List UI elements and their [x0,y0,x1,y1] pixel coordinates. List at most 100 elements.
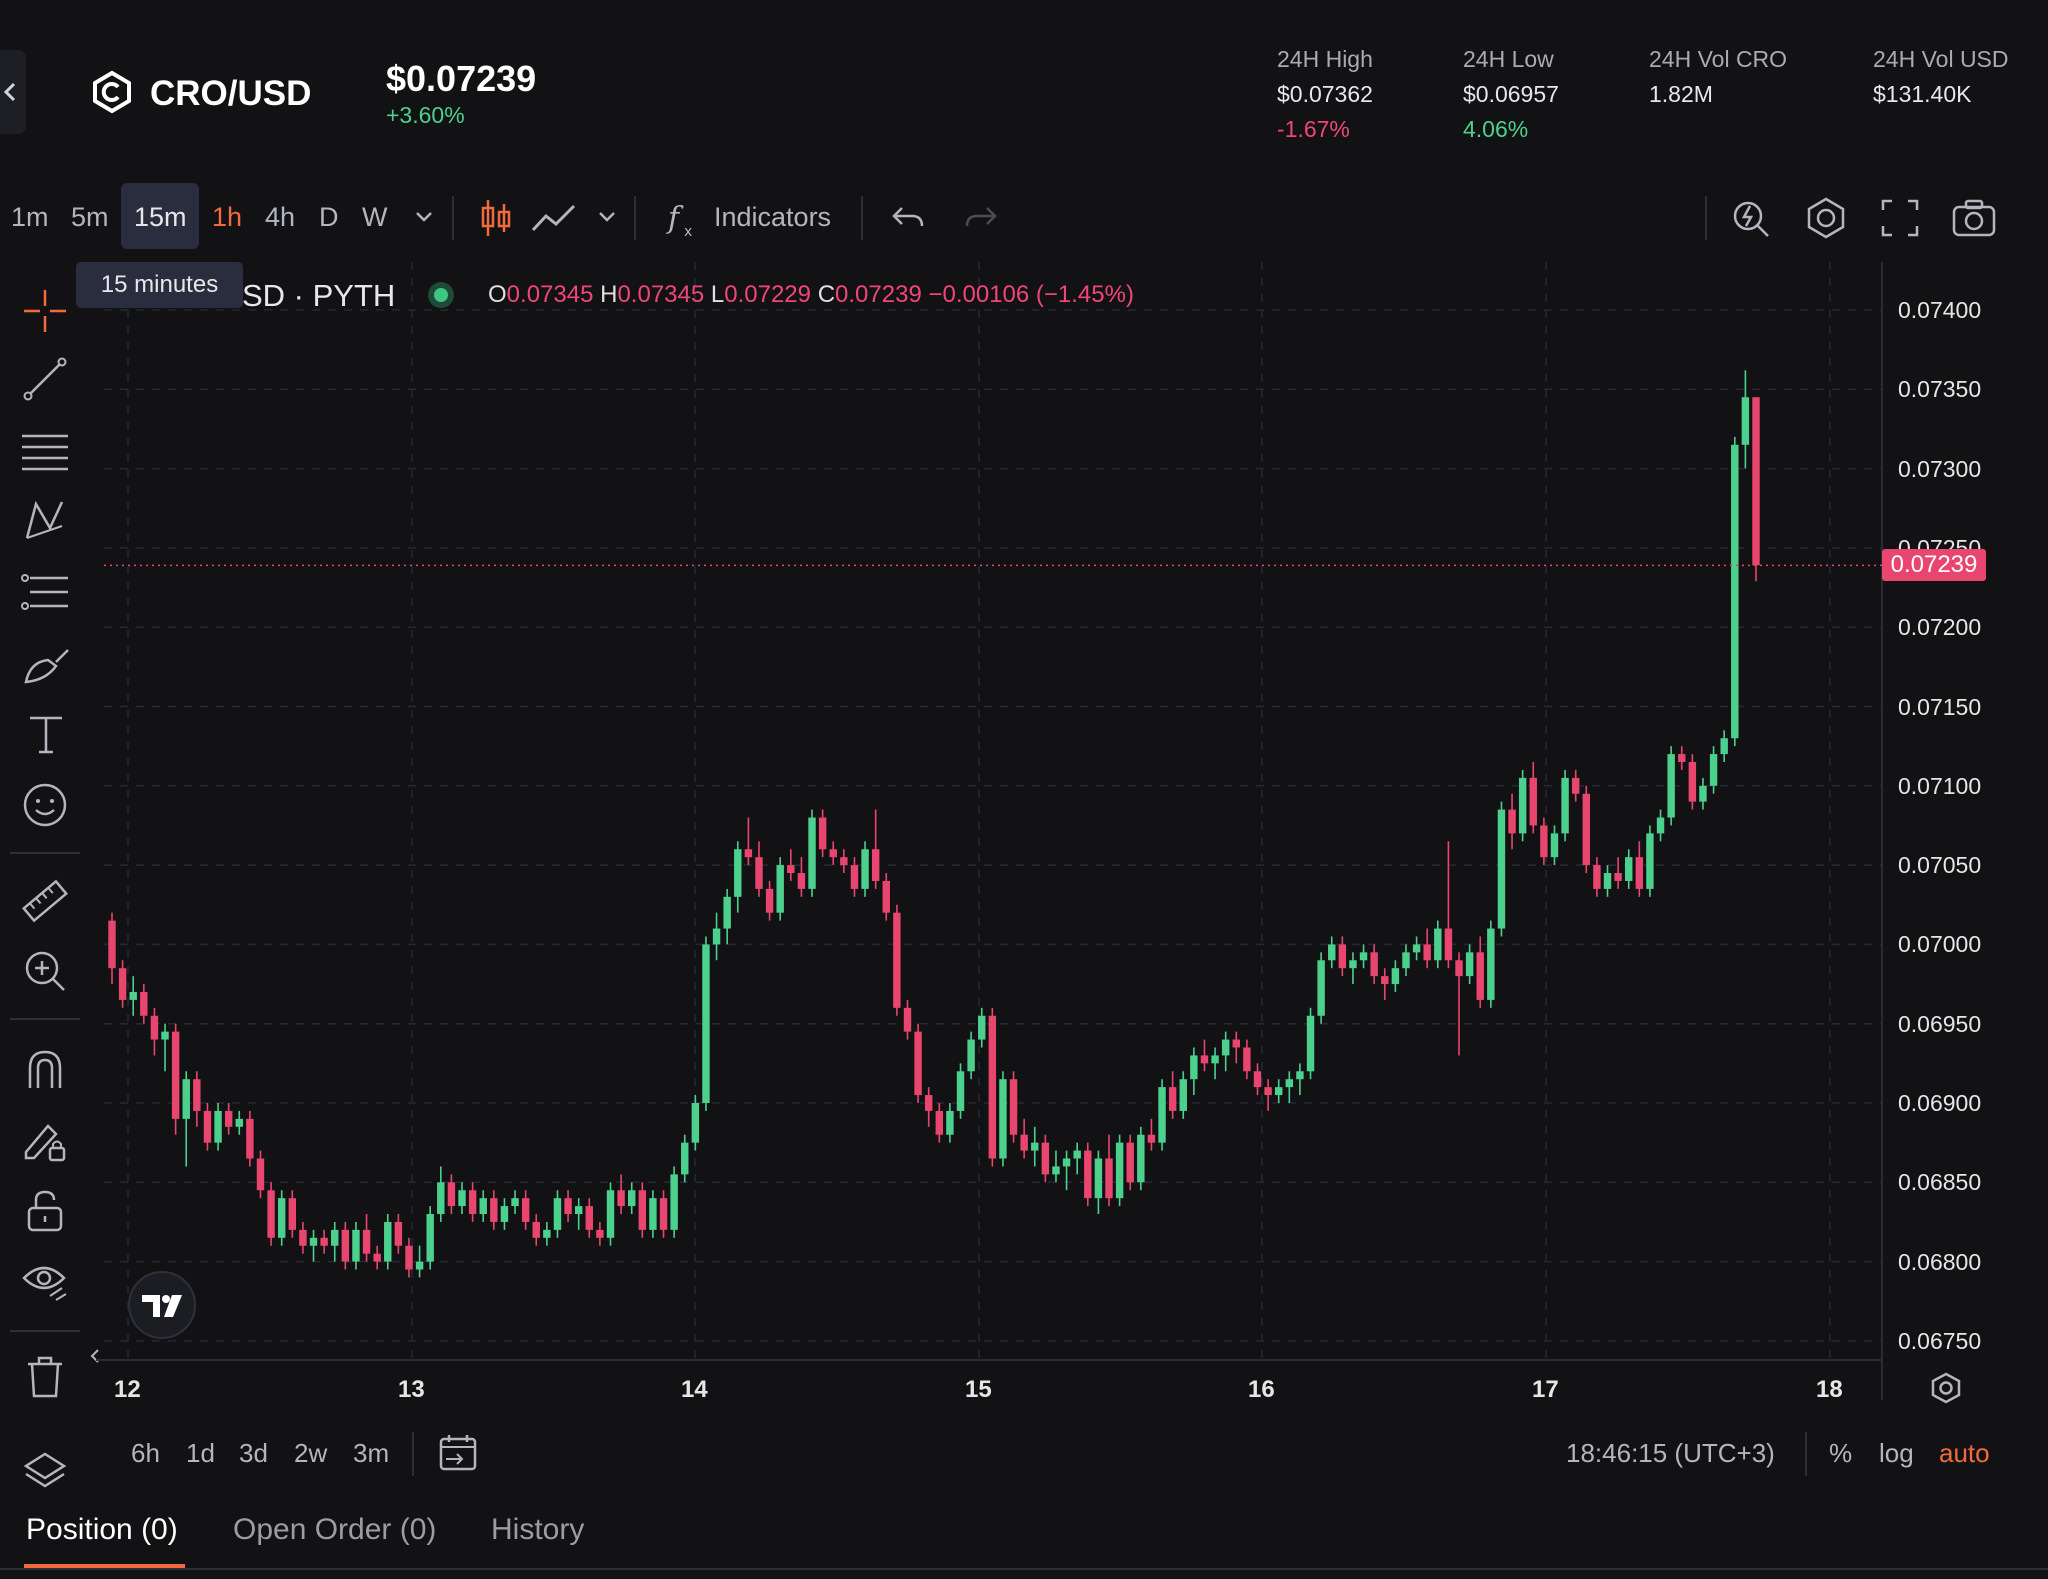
candle-body [479,1198,487,1215]
pair-name[interactable]: CRO/USD [150,74,312,113]
candle-body [1497,809,1506,929]
back-tab[interactable] [0,50,26,134]
candle-body [1306,1015,1315,1072]
candle-body [1041,1142,1050,1175]
undo-icon[interactable] [890,200,926,236]
price-tick-label: 0.07400 [1898,297,1982,323]
timeframe-w[interactable]: W [362,202,388,232]
timeframe-dropdown-chevron-icon[interactable] [412,206,436,226]
zoom-in-icon[interactable] [22,948,68,994]
trend-line-icon[interactable] [22,356,68,402]
stat-value: 1.82M [1649,81,1713,107]
candle-down [1084,1142,1092,1207]
candle-up [1179,1071,1187,1119]
candle-body [564,1198,572,1215]
timeframe-15m[interactable]: 15m [134,202,187,232]
timeframe-4h[interactable]: 4h [265,202,296,232]
layers-icon[interactable] [22,1448,68,1494]
candle-down [362,1214,371,1262]
timeframe-1m[interactable]: 1m [11,202,49,232]
candle-down [1688,754,1697,810]
timeframe-1h[interactable]: 1h [212,202,243,232]
horizontal-lines-icon[interactable] [20,428,70,474]
tradingview-logo-icon[interactable] [128,1271,196,1339]
candle-body [670,1174,678,1230]
emoji-icon[interactable] [22,782,68,828]
candle-down [171,1023,180,1135]
range-1d[interactable]: 1d [186,1438,215,1468]
candle-up [574,1198,583,1230]
candle-down [1455,952,1463,1056]
candle-body [659,1198,668,1230]
visibility-eye-icon[interactable] [20,1258,70,1304]
toolbar-divider [452,196,454,240]
candle-body [1550,833,1559,858]
crosshair-icon[interactable] [22,288,68,334]
range-3d[interactable]: 3d [239,1438,268,1468]
candle-down [1370,944,1378,985]
candle-down [1571,769,1580,802]
text-tool-icon[interactable] [24,712,68,758]
fib-levels-icon[interactable] [20,570,70,616]
timeframe-d[interactable]: D [319,202,339,232]
quick-search-icon[interactable] [1730,196,1772,240]
auto-scale-toggle[interactable]: auto [1939,1438,1990,1468]
candle-down [203,1103,212,1151]
candle-body [1349,960,1357,969]
range-2w[interactable]: 2w [294,1438,328,1468]
candle-down [320,1229,328,1254]
candle-up [1603,865,1612,897]
candle-up [999,1071,1007,1167]
candle-down [893,904,901,1016]
price-change: +3.60% [386,102,465,128]
candle-body [871,849,880,881]
clock-timezone[interactable]: 18:46:15 (UTC+3) [1566,1438,1775,1468]
redo-icon[interactable] [963,200,999,236]
candle-down [1041,1134,1050,1183]
candle-body [649,1198,657,1230]
date-tick-label: 13 [398,1376,425,1403]
range-6h[interactable]: 6h [131,1438,160,1468]
stat-sub: -1.67% [1277,116,1350,142]
timeframe-5m[interactable]: 5m [71,202,109,232]
range-3m[interactable]: 3m [353,1438,390,1468]
tab-open-order[interactable]: Open Order (0) [233,1513,437,1546]
log-scale-toggle[interactable]: log [1879,1438,1914,1468]
stat-value: $131.40K [1873,81,1972,107]
candle-body [553,1198,562,1230]
line-chart-type-icon[interactable] [530,200,578,236]
axis-settings-icon[interactable] [1929,1371,1963,1405]
candle-body [1370,952,1378,977]
candle-down [267,1182,275,1246]
candlestick-chart[interactable] [0,0,2048,1400]
pitchfork-pattern-icon[interactable] [22,498,68,544]
toolbar-divider [861,196,863,240]
tab-history[interactable]: History [491,1513,585,1546]
camera-screenshot-icon[interactable] [1951,198,1997,238]
candle-body [1529,777,1537,826]
candles-chart-type-icon[interactable] [478,196,514,240]
candle-body [1274,1087,1283,1096]
candle-body [861,849,869,889]
candle-body [362,1229,371,1254]
go-to-date-calendar-icon[interactable] [438,1432,480,1474]
current-price-tag: 0.07239 [1882,549,1986,582]
candle-body [1052,1166,1060,1175]
brush-draw-icon[interactable] [22,642,72,688]
candle-body [956,1071,965,1111]
fullscreen-icon[interactable] [1880,198,1920,238]
settings-gear-icon[interactable] [1804,196,1848,240]
tab-position[interactable]: Position (0) [26,1513,178,1546]
candle-body [617,1190,625,1207]
magnet-icon[interactable] [22,1046,68,1092]
candle-body [256,1158,265,1191]
ruler-measure-icon[interactable] [20,876,70,926]
unlock-icon[interactable] [24,1188,66,1234]
lock-drawing-pencil-icon[interactable] [22,1118,68,1164]
percent-scale-toggle[interactable]: % [1829,1438,1853,1468]
chart-type-dropdown-chevron-icon[interactable] [595,206,619,226]
trash-icon[interactable] [24,1354,66,1400]
candle-down [394,1214,403,1254]
candle-body [246,1118,254,1159]
candle-body [468,1190,477,1215]
